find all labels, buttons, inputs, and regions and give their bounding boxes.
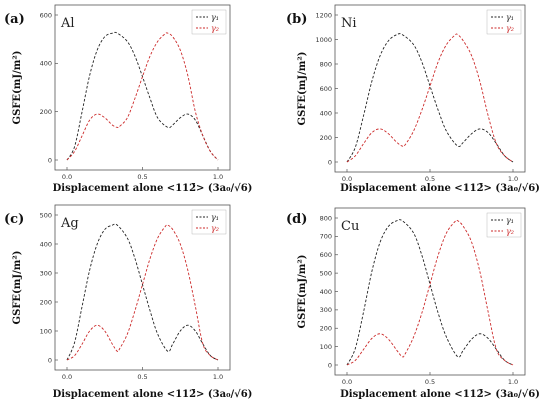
y-axis-title: GSFE(mJ/m²)	[12, 251, 23, 325]
y-tick-label: 400	[40, 60, 52, 68]
legend-box	[191, 9, 227, 35]
x-tick-label: 1.0	[213, 173, 223, 181]
legend-box	[486, 212, 522, 238]
panel-ni: 0 200 400 600 800 1000 1200 0.0 0.5 1.0 Ni γ₁ γ₂ (b) G…	[286, 4, 540, 194]
y-tick-label: 700	[320, 233, 332, 241]
x-tick-label: 0.5	[425, 175, 435, 183]
legend-entry: γ₂	[211, 224, 219, 233]
y-tick-label: 300	[320, 306, 332, 314]
y-tick-label: 500	[320, 269, 332, 277]
y-tick-label: 200	[320, 325, 332, 333]
series-line-1	[66, 31, 219, 161]
legend-entry: γ₂	[506, 24, 514, 33]
x-tick-label: 1.0	[508, 378, 518, 386]
y-axis-title: GSFE(mJ/m²)	[297, 52, 308, 126]
x-axis-title: Displacement alone <112̄> (3a₀/√6)	[340, 388, 540, 400]
series-line-2	[66, 224, 219, 361]
y-tick-label: 400	[320, 288, 332, 296]
legend-box	[486, 9, 522, 35]
y-tick-label: 600	[320, 85, 332, 93]
y-tick-label: 0	[48, 156, 52, 164]
x-tick-label: 0.0	[62, 373, 72, 381]
x-tick-label: 0.0	[342, 175, 352, 183]
series-line-1	[346, 33, 514, 163]
panel-label: (d)	[286, 212, 307, 227]
panel-label: (c)	[4, 212, 24, 227]
x-tick-label: 1.0	[213, 373, 223, 381]
x-tick-label: 0.0	[62, 173, 72, 181]
panel-label: (a)	[4, 12, 25, 27]
series-line-2	[66, 32, 219, 161]
y-tick-label: 0	[48, 356, 52, 364]
y-tick-label: 0	[328, 361, 332, 369]
x-axis-title: Displacement alone <112̄> (3a₀/√6)	[340, 182, 540, 194]
legend-entry: γ₂	[211, 24, 219, 33]
y-tick-label: 100	[40, 327, 52, 335]
x-tick-label: 0.0	[342, 378, 352, 386]
y-axis-title: GSFE(mJ/m²)	[12, 51, 23, 125]
x-axis-title: Displacement alone <112̄> (3a₀/√6)	[53, 388, 253, 400]
x-tick-label: 0.5	[137, 173, 147, 181]
element-label: Cu	[341, 219, 359, 234]
series-line-2	[346, 219, 514, 366]
y-tick-label: 400	[40, 240, 52, 248]
x-tick-label: 0.5	[137, 373, 147, 381]
x-axis-title: Displacement alone <112̄> (3a₀/√6)	[53, 182, 253, 194]
element-label: Ni	[341, 16, 357, 31]
element-label: Ag	[60, 216, 79, 231]
y-tick-label: 0	[328, 158, 332, 166]
legend-entry: γ₁	[211, 13, 219, 22]
y-tick-label: 600	[320, 251, 332, 259]
y-tick-label: 200	[320, 134, 332, 142]
x-tick-label: 0.5	[425, 378, 435, 386]
panel-ag: 0 100 200 300 400 500 0.0 0.5 1.0 Ag γ₁ γ₂ (c) GSFE(m…	[4, 204, 253, 400]
y-tick-label: 1200	[315, 11, 332, 19]
legend-entry: γ₂	[506, 227, 514, 236]
y-tick-label: 100	[320, 343, 332, 351]
y-tick-label: 300	[40, 269, 52, 277]
y-tick-label: 1000	[315, 36, 332, 44]
x-tick-label: 1.0	[508, 175, 518, 183]
y-tick-label: 800	[320, 214, 332, 222]
legend-entry: γ₁	[506, 13, 514, 22]
y-axis-title: GSFE(mJ/m²)	[297, 255, 308, 329]
panel-cu: 0 100 200 300 400 500 600 700 800 0.0 0.5 1.0 Cu γ₁ γ₂…	[286, 207, 540, 400]
y-tick-label: 200	[40, 108, 52, 116]
legend-box	[191, 209, 227, 235]
y-tick-label: 400	[320, 109, 332, 117]
y-tick-label: 600	[40, 11, 52, 19]
y-tick-label: 200	[40, 298, 52, 306]
y-tick-label: 500	[40, 211, 52, 219]
series-line-1	[66, 223, 219, 361]
legend-entry: γ₁	[211, 213, 219, 222]
series-line-2	[346, 33, 514, 163]
panel-al: 0 200 400 600 0.0 0.5 1.0 Al γ₁ γ₂ (a) GSFE(mJ/m²) D…	[4, 4, 253, 194]
legend-entry: γ₁	[506, 216, 514, 225]
series-line-1	[346, 219, 514, 366]
element-label: Al	[60, 16, 75, 31]
panel-label: (b)	[286, 12, 307, 27]
y-tick-label: 800	[320, 60, 332, 68]
